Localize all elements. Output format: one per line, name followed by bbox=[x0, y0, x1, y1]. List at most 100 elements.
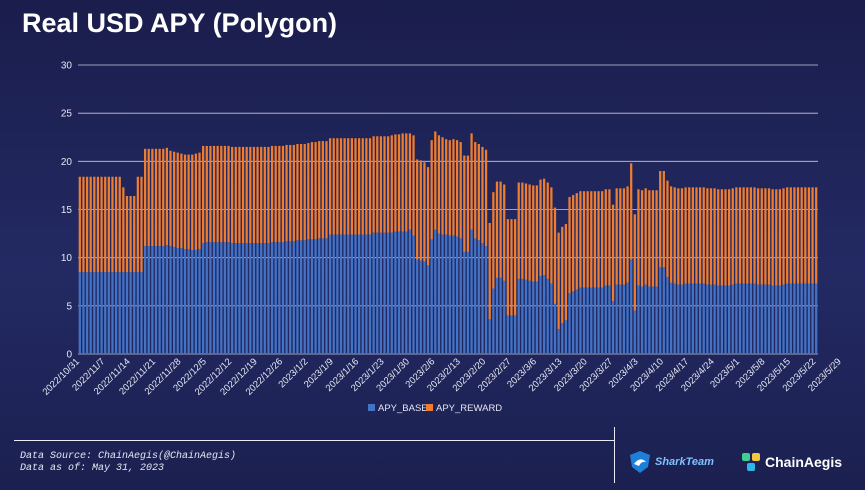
bar-apy-base bbox=[397, 231, 401, 354]
bar-apy-base bbox=[691, 283, 694, 354]
bar-apy-reward bbox=[263, 146, 266, 244]
bar-apy-base bbox=[372, 232, 375, 354]
bar-apy-base bbox=[140, 272, 143, 354]
bar-apy-reward bbox=[314, 142, 317, 240]
bar-apy-base bbox=[684, 283, 687, 354]
bar-apy-base bbox=[651, 286, 655, 354]
bar-apy-base bbox=[557, 328, 560, 354]
bar-apy-base bbox=[452, 235, 455, 354]
bar-apy-base bbox=[561, 323, 564, 354]
bar-apy-base bbox=[771, 285, 774, 354]
bar-apy-reward bbox=[811, 187, 814, 284]
bar-apy-base bbox=[680, 284, 684, 354]
bar-apy-reward bbox=[194, 153, 198, 250]
bar-apy-base bbox=[481, 243, 484, 354]
bar-apy-base bbox=[503, 280, 506, 354]
bar-apy-base bbox=[303, 240, 306, 354]
bar-apy-base bbox=[735, 283, 738, 354]
bar-apy-reward bbox=[260, 146, 263, 244]
bar-apy-base bbox=[296, 240, 299, 354]
bar-apy-reward bbox=[764, 188, 767, 285]
bar-apy-base bbox=[205, 242, 208, 354]
bar-apy-base bbox=[789, 283, 792, 354]
bar-apy-reward bbox=[426, 167, 430, 266]
bar-apy-base bbox=[198, 248, 201, 354]
bar-apy-base bbox=[626, 282, 629, 354]
bar-apy-reward bbox=[597, 191, 600, 288]
bar-apy-reward bbox=[133, 196, 136, 273]
bar-apy-base bbox=[746, 283, 749, 354]
bar-apy-reward bbox=[198, 152, 201, 249]
bar-apy-reward bbox=[651, 190, 655, 287]
bar-apy-reward bbox=[445, 139, 448, 235]
bar-apy-reward bbox=[270, 145, 274, 243]
bar-apy-reward bbox=[401, 133, 404, 232]
bar-apy-base bbox=[107, 272, 110, 354]
bar-apy-reward bbox=[245, 146, 248, 244]
bar-apy-reward bbox=[474, 142, 477, 239]
bar-apy-reward bbox=[691, 187, 694, 284]
bar-apy-reward bbox=[662, 170, 665, 268]
bar-apy-base bbox=[350, 234, 353, 354]
bar-apy-base bbox=[655, 286, 658, 354]
bar-apy-reward bbox=[513, 219, 517, 316]
bar-apy-base bbox=[564, 320, 568, 354]
bar-apy-reward bbox=[252, 146, 256, 244]
bar-apy-reward bbox=[310, 142, 314, 240]
bar-apy-base bbox=[492, 288, 495, 354]
bar-apy-reward bbox=[241, 146, 245, 244]
bar-apy-reward bbox=[659, 170, 662, 268]
bar-apy-base bbox=[202, 243, 205, 354]
bar-apy-reward bbox=[383, 136, 386, 233]
data-source-note: Data Source: ChainAegis(@ChainAegis) bbox=[20, 451, 237, 462]
bar-apy-base bbox=[336, 234, 339, 354]
bar-apy-base bbox=[470, 229, 473, 354]
data-date-note: Data as of: May 31, 2023 bbox=[20, 463, 165, 474]
bar-apy-reward bbox=[325, 141, 328, 239]
bar-apy-base bbox=[241, 243, 245, 354]
bar-apy-reward bbox=[466, 155, 470, 252]
bar-apy-base bbox=[281, 242, 285, 354]
bar-apy-reward bbox=[437, 135, 441, 234]
bar-apy-reward bbox=[397, 134, 401, 232]
bar-apy-reward bbox=[775, 189, 778, 286]
bar-apy-reward bbox=[231, 146, 234, 244]
bar-apy-reward bbox=[586, 191, 589, 288]
bar-apy-reward bbox=[553, 207, 557, 304]
bar-apy-base bbox=[506, 315, 509, 354]
y-tick-label: 0 bbox=[66, 350, 72, 361]
bar-apy-base bbox=[800, 283, 803, 354]
bar-apy-reward bbox=[416, 159, 419, 260]
y-tick-label: 10 bbox=[61, 253, 73, 264]
bar-apy-reward bbox=[793, 187, 796, 284]
bar-apy-base bbox=[111, 272, 114, 354]
bar-apy-reward bbox=[644, 188, 647, 285]
bar-apy-base bbox=[455, 236, 459, 354]
bar-apy-base bbox=[630, 259, 633, 354]
bar-apy-reward bbox=[640, 190, 644, 287]
bar-apy-reward bbox=[499, 181, 502, 278]
bar-apy-reward bbox=[354, 138, 357, 235]
bar-apy-reward bbox=[289, 144, 292, 242]
bar-apy-base bbox=[173, 247, 176, 354]
bar-apy-base bbox=[488, 319, 491, 354]
bar-apy-base bbox=[742, 283, 745, 354]
bar-apy-reward bbox=[365, 138, 368, 235]
bar-apy-reward bbox=[78, 176, 81, 273]
bar-apy-reward bbox=[815, 187, 818, 284]
bar-apy-base bbox=[104, 272, 107, 354]
bar-apy-base bbox=[299, 240, 303, 354]
y-tick-label: 25 bbox=[61, 109, 73, 120]
bar-apy-reward bbox=[470, 133, 473, 230]
bar-apy-base bbox=[347, 234, 350, 354]
bar-apy-reward bbox=[114, 176, 118, 273]
bar-apy-base bbox=[477, 240, 480, 354]
bar-apy-base bbox=[499, 277, 502, 354]
bar-apy-base bbox=[376, 232, 379, 354]
bar-apy-base bbox=[659, 267, 662, 354]
bar-apy-reward bbox=[358, 138, 361, 235]
chainaegis-logo: ChainAegis bbox=[740, 451, 842, 473]
bar-apy-base bbox=[441, 234, 444, 354]
bar-apy-reward bbox=[328, 138, 332, 235]
bar-apy-reward bbox=[619, 188, 622, 285]
